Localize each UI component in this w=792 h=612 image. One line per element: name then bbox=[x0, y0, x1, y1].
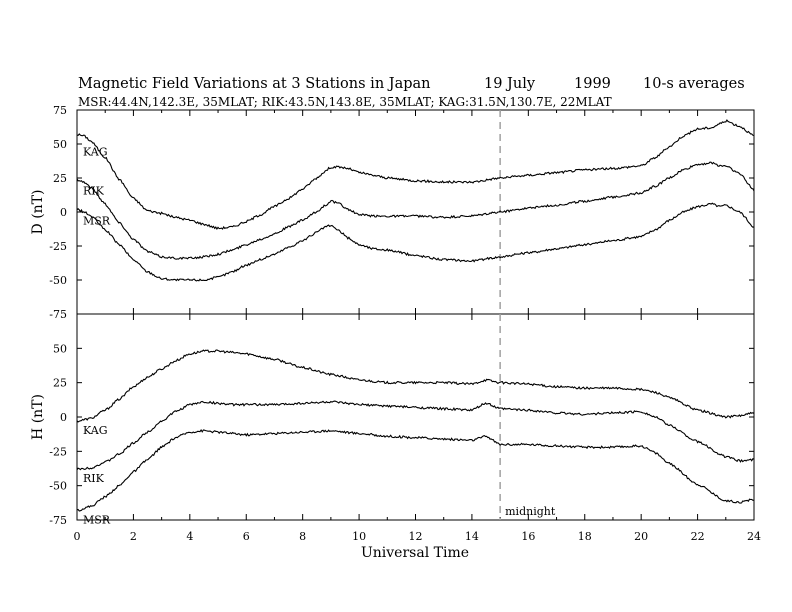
d-series-label-rik: RIK bbox=[83, 184, 105, 197]
d-y-tick-label: 25 bbox=[53, 172, 67, 185]
d-panel-frame bbox=[76, 109, 755, 315]
chart-subtitle-stations: MSR:44.4N,142.3E, 35MLAT; RIK:43.5N,143.… bbox=[78, 95, 612, 109]
h-axis-title: H (nT) bbox=[30, 394, 46, 440]
d-series-rik bbox=[76, 161, 755, 261]
chart-year: 1999 bbox=[574, 76, 611, 92]
h-series-kag bbox=[76, 349, 755, 423]
h-y-tick-label: 0 bbox=[60, 411, 67, 424]
h-y-tick-label: 50 bbox=[53, 342, 67, 355]
x-tick-label: 16 bbox=[521, 530, 535, 543]
h-series-label-msr: MSR bbox=[83, 513, 111, 526]
d-panel-ticks: 75 50 25 0 -25 -50 -75 bbox=[49, 104, 754, 321]
d-axis-title: D (nT) bbox=[30, 190, 46, 235]
midnight-label: midnight bbox=[505, 505, 556, 518]
h-series-label-kag: KAG bbox=[83, 424, 108, 437]
x-tick-label: 4 bbox=[186, 530, 193, 543]
h-series-label-rik: RIK bbox=[83, 472, 105, 485]
h-y-tick-label: -50 bbox=[49, 480, 67, 493]
x-tick-label: 22 bbox=[691, 530, 705, 543]
x-tick-label: 8 bbox=[299, 530, 306, 543]
d-y-tick-label: -50 bbox=[49, 274, 67, 287]
d-y-tick-label: 50 bbox=[53, 138, 67, 151]
d-series-kag bbox=[76, 119, 755, 231]
chart-averaging-note: 10-s averages bbox=[643, 76, 745, 92]
x-axis-title: Universal Time bbox=[361, 545, 469, 561]
x-tick-label: 20 bbox=[634, 530, 648, 543]
x-tick-label: 24 bbox=[747, 530, 761, 543]
x-tick-label: 18 bbox=[578, 530, 592, 543]
d-series-label-kag: KAG bbox=[83, 145, 108, 158]
d-y-tick-label: -75 bbox=[49, 308, 67, 321]
d-panel-series: KAG RIK MSR bbox=[76, 119, 755, 282]
h-panel-series: KAG RIK MSR bbox=[76, 349, 755, 526]
x-tick-label: 14 bbox=[465, 530, 479, 543]
h-series-rik bbox=[76, 400, 755, 471]
x-tick-label: 6 bbox=[243, 530, 250, 543]
h-y-tick-label: 25 bbox=[53, 377, 67, 390]
d-y-tick-label: 0 bbox=[60, 206, 67, 219]
x-tick-label: 0 bbox=[74, 530, 81, 543]
midnight-marker-layer: midnight bbox=[499, 110, 556, 520]
h-series-msr bbox=[76, 428, 755, 512]
chart-date: 19 July bbox=[484, 76, 536, 92]
x-axis-ticks: 0 2 4 6 8 10 12 14 16 18 20 22 24 bbox=[74, 110, 761, 543]
d-y-tick-label: 75 bbox=[53, 104, 67, 117]
h-y-tick-label: -25 bbox=[49, 445, 67, 458]
d-series-label-msr: MSR bbox=[83, 214, 111, 227]
chart-title: Magnetic Field Variations at 3 Stations … bbox=[78, 76, 431, 92]
x-tick-label: 2 bbox=[130, 530, 137, 543]
x-tick-label: 10 bbox=[352, 530, 366, 543]
h-y-tick-label: -75 bbox=[49, 514, 67, 527]
d-y-tick-label: -25 bbox=[49, 240, 67, 253]
d-series-msr bbox=[76, 202, 755, 282]
x-tick-label: 12 bbox=[409, 530, 423, 543]
h-panel-ticks: 50 25 0 -25 -50 -75 bbox=[49, 313, 754, 527]
